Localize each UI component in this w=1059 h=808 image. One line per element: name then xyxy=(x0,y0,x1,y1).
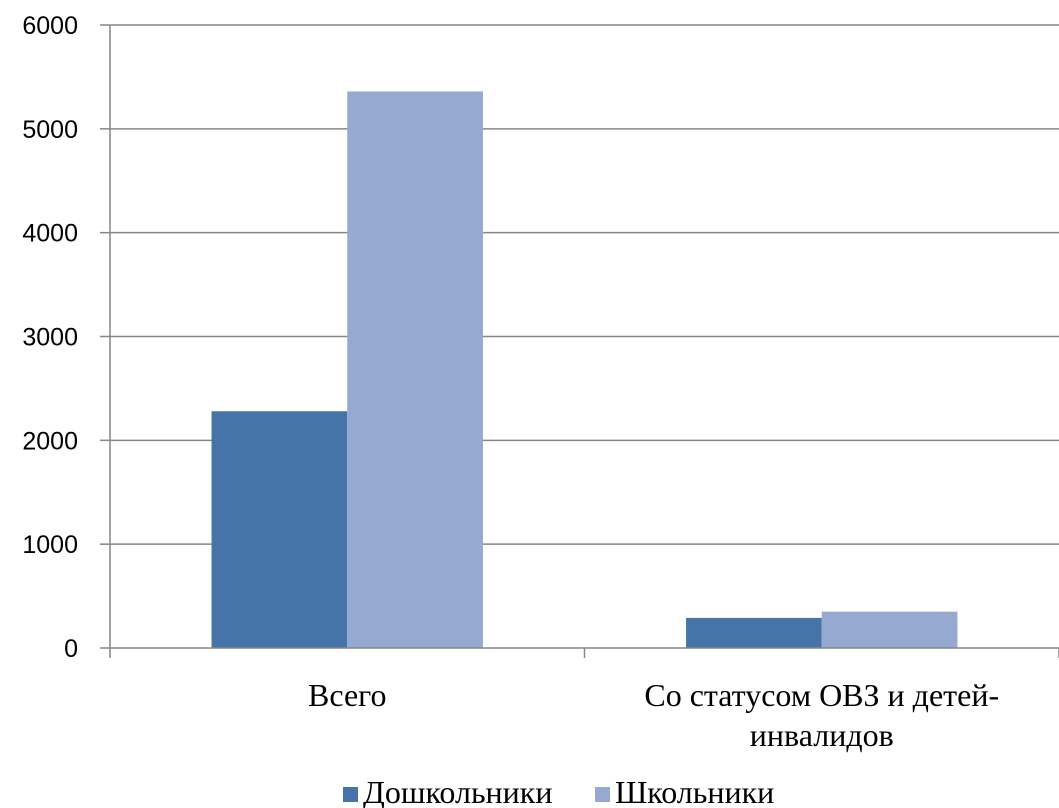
legend-label: Дошкольники xyxy=(363,774,552,808)
bar-series-2 xyxy=(347,91,483,649)
bar-series-2 xyxy=(821,611,958,648)
category-label: Со статусом ОВЗ и детей- xyxy=(644,677,999,713)
y-tick-label: 5000 xyxy=(22,116,78,144)
legend: Дошкольники Школьники xyxy=(343,774,774,808)
y-tick-label: 6000 xyxy=(22,12,78,40)
category-labels: Всего Со статусом ОВЗ и детей-инвалидов xyxy=(308,677,999,753)
legend-swatch xyxy=(595,787,610,802)
y-tick-label: 0 xyxy=(64,635,78,663)
category-label: инвалидов xyxy=(750,717,894,753)
category-label: Всего xyxy=(308,677,386,713)
y-tick-label: 2000 xyxy=(22,427,78,455)
y-tick-labels: 0 1000 2000 3000 4000 5000 6000 xyxy=(22,12,78,663)
bar-series-1 xyxy=(211,411,348,648)
y-tick-label: 4000 xyxy=(22,220,78,248)
legend-label: Школьники xyxy=(615,774,774,808)
bar-series-1 xyxy=(686,617,822,648)
bars xyxy=(211,91,958,649)
legend-swatch xyxy=(343,787,358,802)
y-tick-label: 1000 xyxy=(22,531,78,559)
axes xyxy=(100,24,1059,658)
y-tick-label: 3000 xyxy=(22,324,78,352)
